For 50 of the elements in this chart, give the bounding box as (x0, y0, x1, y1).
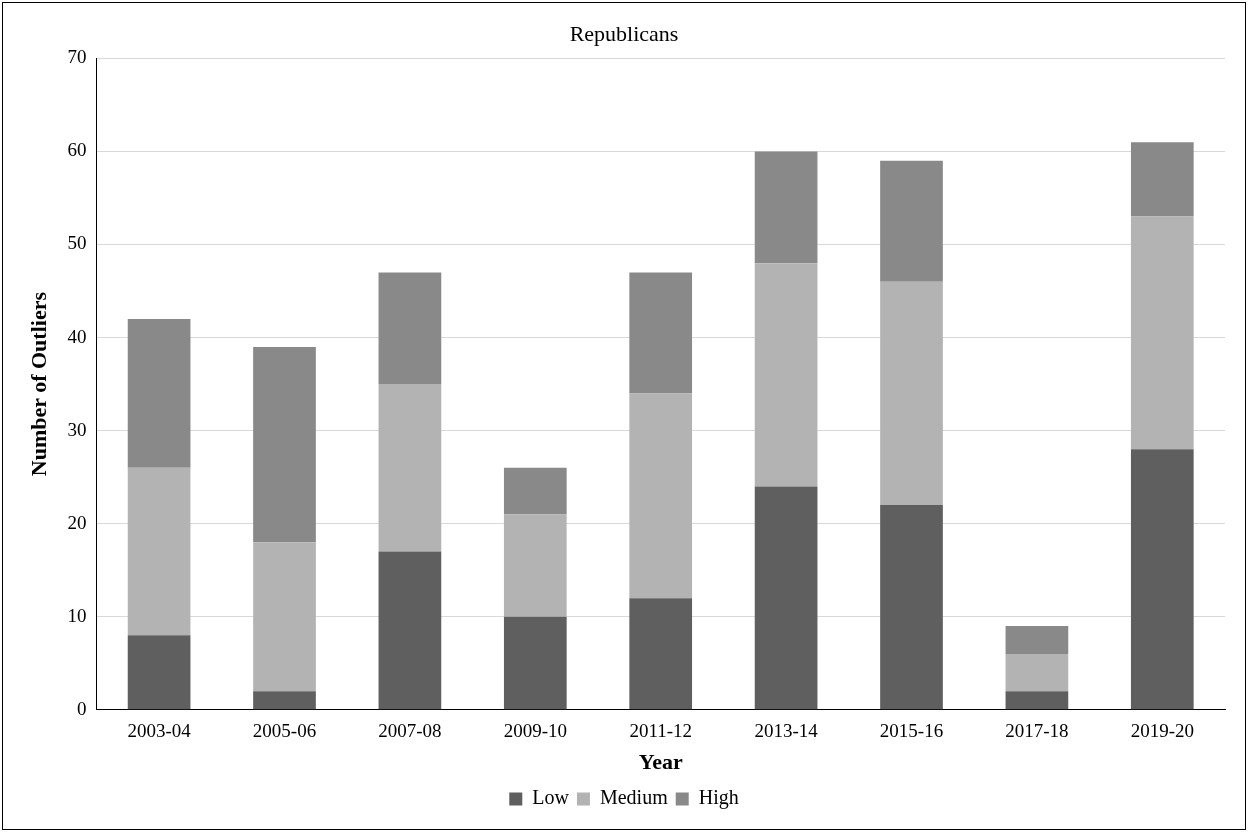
bar (880, 160, 943, 282)
y-tick-label: 30 (67, 418, 87, 440)
x-tick-label: 2003-04 (127, 720, 192, 742)
x-tick-label: 2017-18 (1005, 720, 1069, 742)
y-tick-label: 60 (67, 139, 87, 161)
y-tick-label: 70 (67, 46, 87, 68)
bar (754, 151, 818, 264)
x-tick-label: 2019-20 (1130, 720, 1194, 742)
bar (629, 272, 693, 394)
bar (253, 691, 316, 710)
legend-label: Medium (599, 786, 669, 809)
x-tick-label: 2015-16 (879, 720, 944, 742)
bar (880, 505, 943, 710)
x-tick-label: 2011-12 (629, 720, 693, 742)
x-axis-title: Year (638, 749, 683, 775)
y-tick-label: 10 (67, 604, 87, 626)
bar (880, 281, 943, 506)
bar (1005, 691, 1069, 710)
y-tick-label: 20 (67, 511, 87, 533)
bar (1005, 653, 1069, 692)
bar (1005, 626, 1069, 654)
bar (1130, 142, 1194, 217)
bar (253, 346, 316, 543)
x-tick-label: 2005-06 (252, 720, 317, 742)
y-tick-label: 40 (67, 325, 87, 347)
y-tick-label: 50 (67, 232, 87, 254)
bar (629, 598, 693, 710)
bar (127, 318, 191, 468)
legend-label: High (698, 786, 739, 810)
bar (629, 393, 693, 599)
x-tick-label: 2013-14 (754, 720, 819, 742)
y-axis-title: Number of Outliers (25, 291, 51, 477)
bar (754, 263, 818, 487)
bar (754, 486, 818, 710)
bar (503, 467, 567, 515)
bar (503, 616, 567, 710)
bar (127, 635, 191, 710)
bar (127, 467, 191, 636)
bar (1130, 449, 1194, 710)
bar (503, 514, 567, 617)
legend-label: Low (532, 786, 570, 809)
x-tick-label: 2009-10 (503, 720, 567, 742)
bar (1130, 216, 1194, 450)
bar (378, 551, 442, 710)
bar (378, 272, 442, 385)
x-tick-label: 2007-08 (378, 720, 442, 742)
bar (378, 384, 442, 552)
chart-title: Republicans (569, 20, 679, 46)
bar (253, 542, 316, 692)
y-tick-label: 0 (76, 697, 87, 719)
